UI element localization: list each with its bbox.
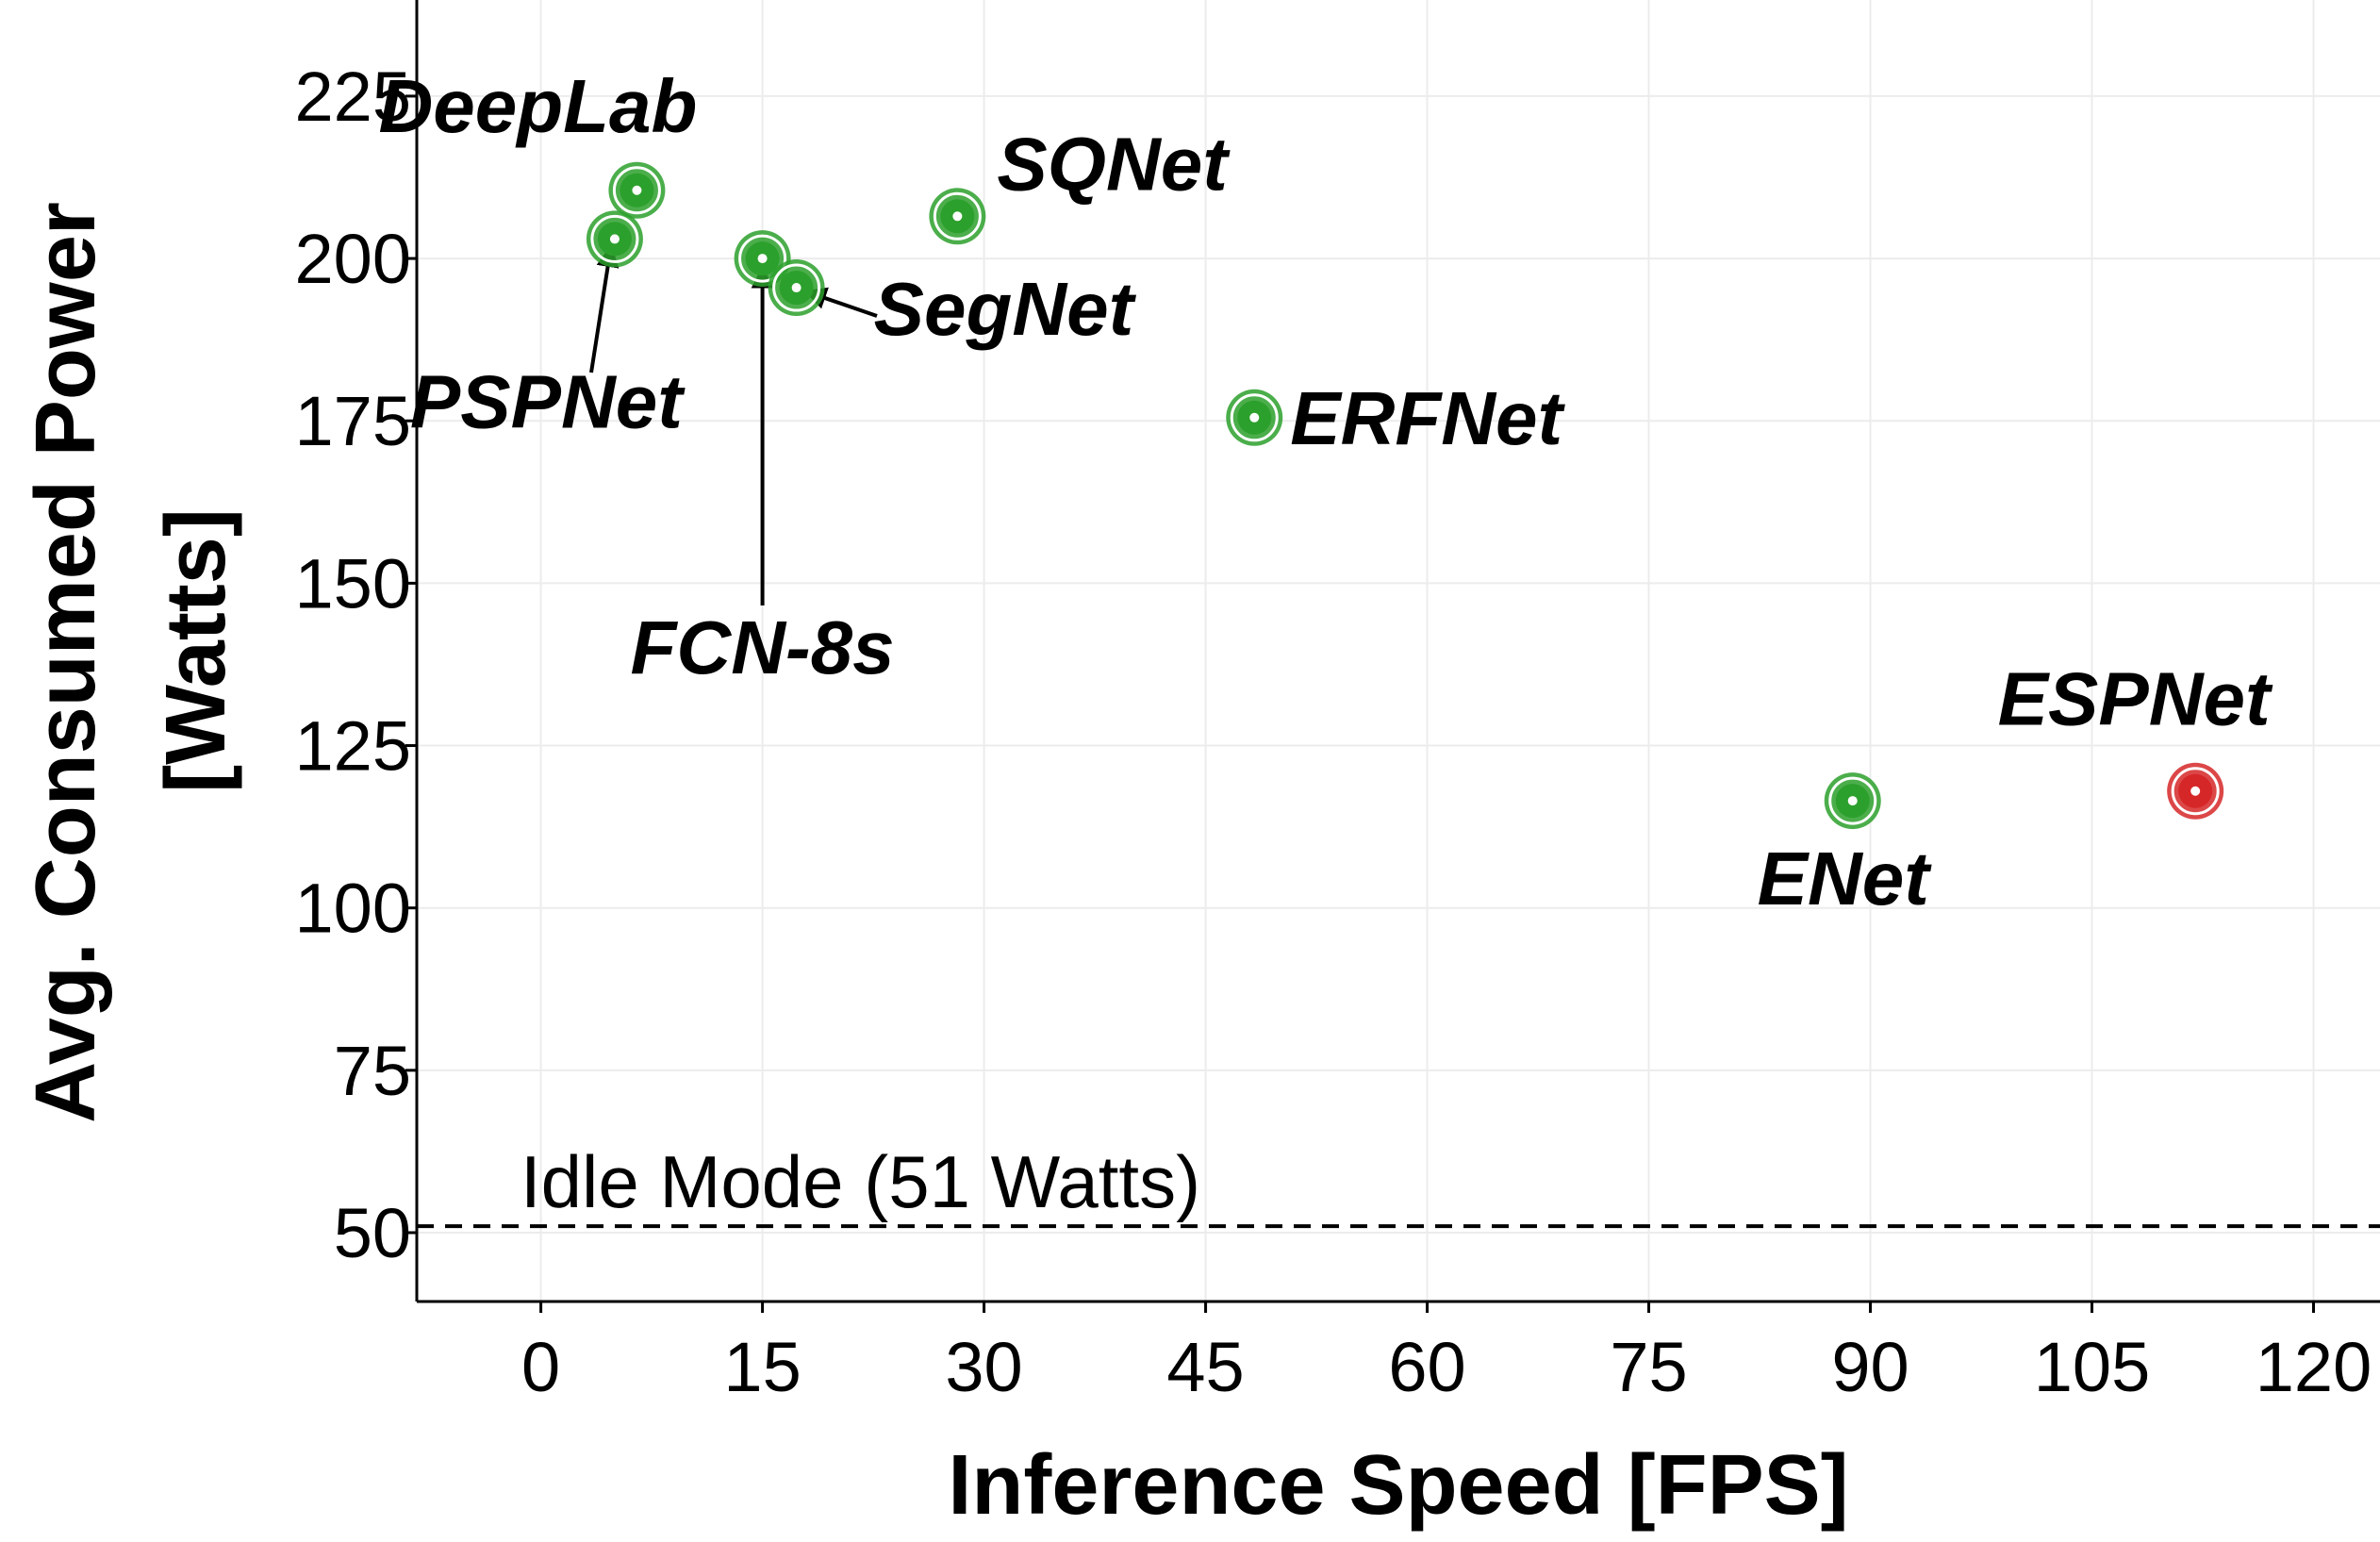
y-tick-label: 100: [295, 870, 411, 948]
data-point-espnet: [2167, 762, 2224, 820]
point-labels: DeepLab PSPNet FCN-8s SegNet SQNet ERFNet ENet…: [378, 64, 2273, 920]
point-label-segnet: SegNet: [874, 267, 1137, 351]
y-axis-title-line-1: Avg. Consumed Power: [19, 202, 113, 1123]
point-label-deeplab: DeepLab: [378, 64, 697, 148]
y-axis-title-line-2: [Watts]: [149, 508, 243, 793]
pspnet-arrow: [589, 244, 620, 373]
data-point-sqnet: [929, 188, 986, 245]
x-tick-label: 105: [2034, 1328, 2150, 1406]
y-tick-label: 150: [295, 544, 411, 622]
x-tick-label: 120: [2256, 1328, 2372, 1406]
y-tick-label: 50: [334, 1194, 411, 1272]
x-tick-label: 0: [521, 1328, 560, 1406]
x-tick-label: 90: [1831, 1328, 1909, 1406]
data-point-erfnet: [1226, 389, 1283, 446]
y-axis-title: Avg. Consumed Power [Watts]: [19, 178, 243, 1123]
point-label-sqnet: SQNet: [997, 122, 1231, 206]
data-point-enet: [1824, 772, 1881, 830]
x-tick-label: 45: [1166, 1328, 1244, 1406]
x-tick-label: 30: [945, 1328, 1022, 1406]
axes: [415, 0, 2380, 1303]
data-point-segnet: [768, 259, 825, 317]
idle-reference-label: Idle Mode (51 Watts): [521, 1140, 1200, 1223]
tick-labels: 0 15 30 45 60 75 90 105 120 50 75 100 125 150 175 200 22…: [295, 58, 2372, 1406]
y-tick-label: 225: [295, 58, 411, 136]
y-tick-label: 75: [334, 1032, 411, 1110]
point-label-enet: ENet: [1758, 837, 1933, 920]
point-label-fcn-8s: FCN-8s: [631, 605, 895, 689]
point-label-erfnet: ERFNet: [1290, 376, 1565, 460]
x-tick-label: 60: [1388, 1328, 1465, 1406]
y-tick-label: 125: [295, 707, 411, 786]
x-tick-label: 75: [1610, 1328, 1687, 1406]
point-label-pspnet: PSPNet: [410, 359, 686, 443]
y-tick-label: 175: [295, 382, 411, 460]
reference-line-group: Idle Mode (51 Watts): [417, 1140, 2380, 1229]
x-tick-label: 15: [723, 1328, 801, 1406]
y-tick-label: 200: [295, 220, 411, 298]
point-label-espnet: ESPNet: [1998, 657, 2273, 741]
data-points: [586, 161, 2224, 830]
grid: [417, 0, 2380, 1302]
data-point-deeplab: [608, 161, 666, 219]
data-point-pspnet: [586, 210, 643, 268]
x-axis-title: Inference Speed [FPS]: [948, 1438, 1848, 1533]
